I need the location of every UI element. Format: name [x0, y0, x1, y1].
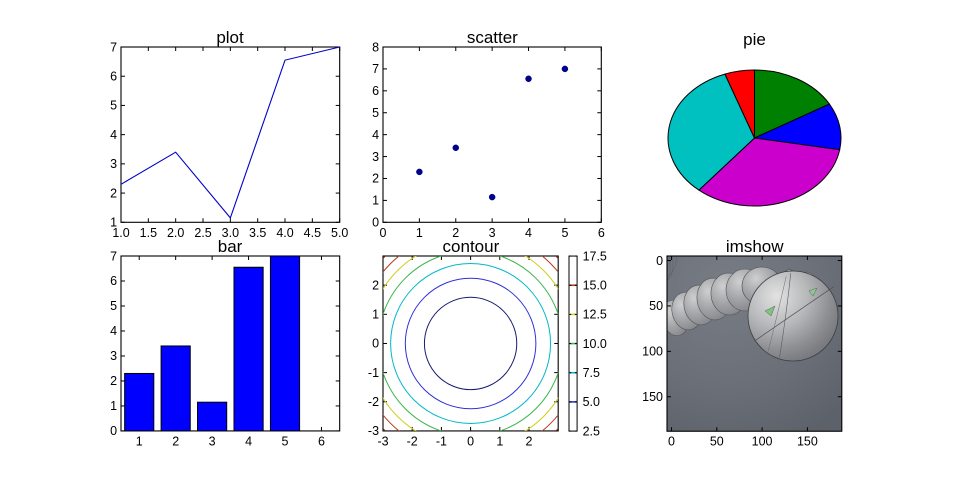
svg-text:2: 2	[172, 435, 179, 449]
svg-text:0: 0	[372, 216, 379, 230]
svg-text:50: 50	[710, 435, 724, 449]
svg-text:2: 2	[110, 374, 117, 388]
svg-text:1: 1	[110, 215, 117, 229]
svg-text:150: 150	[797, 435, 818, 449]
svg-text:7: 7	[372, 62, 379, 76]
svg-text:-3: -3	[368, 424, 379, 438]
svg-text:8: 8	[372, 40, 379, 54]
svg-text:2.5: 2.5	[583, 424, 600, 438]
svg-text:2: 2	[110, 186, 117, 200]
svg-text:-2: -2	[368, 395, 379, 409]
svg-text:1: 1	[372, 194, 379, 208]
svg-text:-2: -2	[407, 435, 418, 449]
svg-text:6: 6	[110, 275, 117, 289]
svg-text:6: 6	[372, 84, 379, 98]
svg-text:3: 3	[110, 157, 117, 171]
svg-text:7.5: 7.5	[583, 366, 600, 380]
svg-text:0: 0	[110, 424, 117, 438]
svg-text:4: 4	[110, 325, 117, 339]
svg-text:100: 100	[642, 345, 663, 359]
svg-text:6: 6	[318, 435, 325, 449]
svg-text:-1: -1	[436, 435, 447, 449]
svg-text:3: 3	[110, 350, 117, 364]
svg-text:5: 5	[110, 98, 117, 112]
svg-text:5: 5	[281, 435, 288, 449]
svg-text:0: 0	[372, 337, 379, 351]
svg-text:-1: -1	[368, 366, 379, 380]
svg-text:7: 7	[110, 40, 117, 54]
svg-text:5: 5	[372, 106, 379, 120]
svg-text:5: 5	[562, 226, 569, 240]
svg-text:4: 4	[372, 128, 379, 142]
svg-text:1: 1	[110, 399, 117, 413]
svg-text:0: 0	[668, 435, 675, 449]
svg-text:6: 6	[598, 226, 605, 240]
svg-text:4: 4	[110, 128, 117, 142]
svg-text:7: 7	[110, 250, 117, 264]
svg-text:0: 0	[656, 254, 663, 268]
svg-text:3: 3	[208, 435, 215, 449]
svg-text:-3: -3	[378, 435, 389, 449]
svg-text:17.5: 17.5	[583, 249, 607, 263]
svg-text:1: 1	[497, 435, 504, 449]
svg-text:5.0: 5.0	[583, 395, 600, 409]
svg-text:2: 2	[372, 279, 379, 293]
svg-text:1: 1	[135, 435, 142, 449]
svg-text:100: 100	[752, 435, 773, 449]
svg-text:50: 50	[649, 299, 663, 313]
svg-text:15.0: 15.0	[583, 279, 607, 293]
svg-text:2: 2	[526, 435, 533, 449]
svg-text:5: 5	[110, 300, 117, 314]
svg-text:12.5: 12.5	[583, 308, 607, 322]
svg-text:150: 150	[642, 390, 663, 404]
svg-text:2: 2	[372, 172, 379, 186]
svg-text:3: 3	[372, 150, 379, 164]
svg-text:6: 6	[110, 69, 117, 83]
svg-text:10.0: 10.0	[583, 337, 607, 351]
svg-text:0: 0	[467, 435, 474, 449]
svg-text:1: 1	[372, 308, 379, 322]
svg-text:4: 4	[245, 435, 252, 449]
